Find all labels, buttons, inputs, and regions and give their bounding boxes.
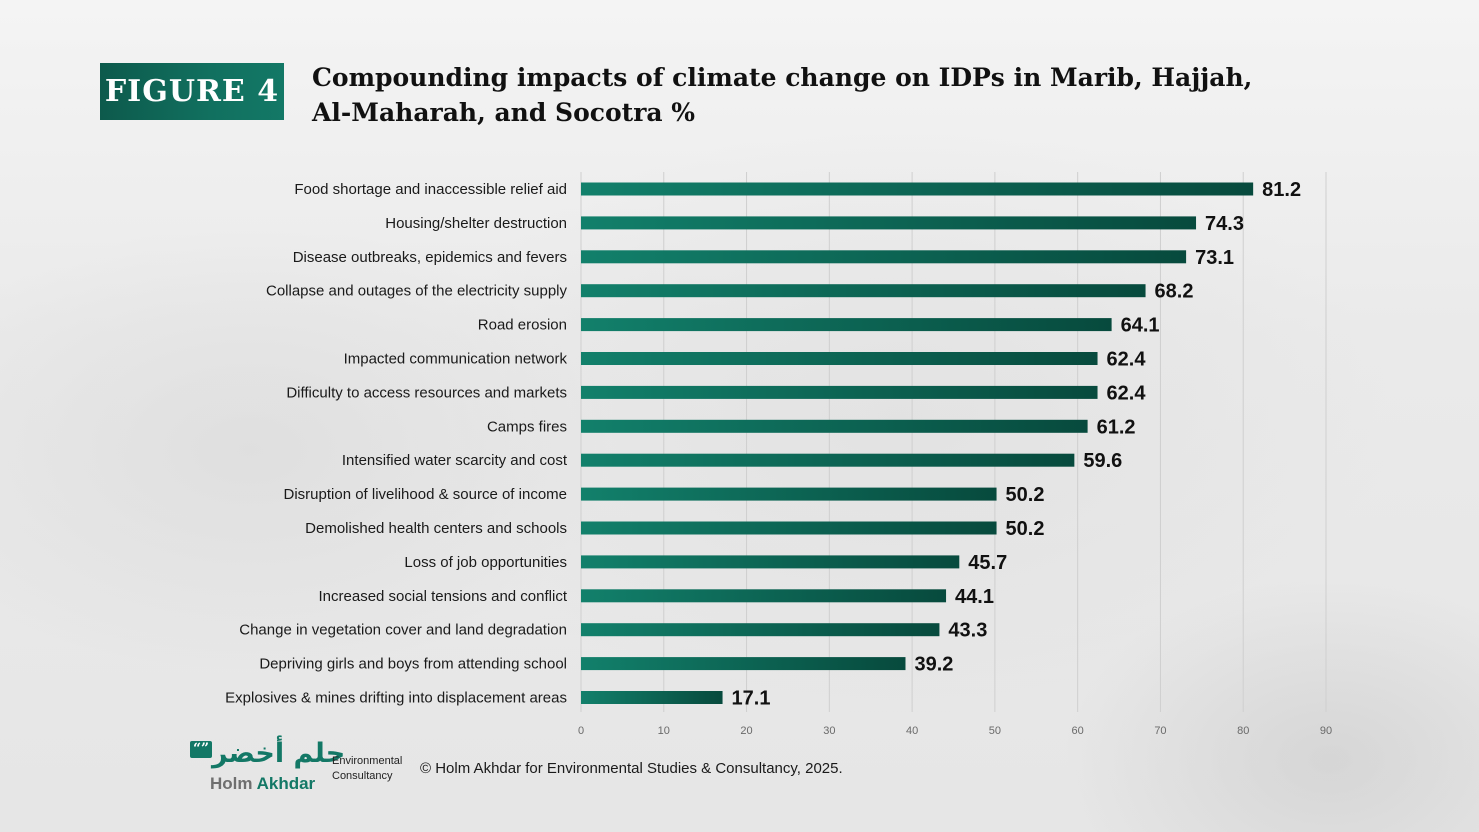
bar xyxy=(581,487,997,501)
value-label: 45.7 xyxy=(968,552,1007,574)
value-label: 17.1 xyxy=(732,688,771,710)
category-label: Road erosion xyxy=(478,317,567,334)
logo-holm: Holm xyxy=(210,774,253,793)
value-label: 68.2 xyxy=(1155,281,1194,303)
value-label: 62.4 xyxy=(1107,349,1147,371)
x-tick-label: 50 xyxy=(989,725,1001,737)
bar xyxy=(581,385,1098,399)
bar xyxy=(581,555,960,569)
bar xyxy=(581,250,1187,264)
copyright-notice: © Holm Akhdar for Environmental Studies … xyxy=(420,760,843,777)
bar xyxy=(581,216,1197,230)
bar xyxy=(581,453,1075,467)
value-label: 59.6 xyxy=(1083,450,1122,472)
value-label: 74.3 xyxy=(1205,213,1244,235)
category-label: Depriving girls and boys from attending … xyxy=(259,656,567,673)
figure-title: Compounding impacts of climate change on… xyxy=(312,63,1253,127)
value-label: 73.1 xyxy=(1195,247,1234,269)
x-tick-label: 30 xyxy=(823,725,835,737)
category-label: Change in vegetation cover and land degr… xyxy=(239,622,567,639)
category-label: Demolished health centers and schools xyxy=(305,520,567,537)
bar xyxy=(581,589,947,603)
bars: Food shortage and inaccessible relief ai… xyxy=(225,179,1301,710)
bar xyxy=(581,182,1254,196)
logo-subtitle: Environmental Consultancy xyxy=(332,754,402,784)
bar xyxy=(581,352,1098,365)
bar xyxy=(581,657,906,671)
x-tick-label: 20 xyxy=(740,725,752,737)
category-label: Explosives & mines drifting into displac… xyxy=(225,690,567,707)
logo-sub-line2: Consultancy xyxy=(332,770,393,782)
bar xyxy=(581,284,1146,298)
x-tick-label: 90 xyxy=(1320,725,1332,737)
x-tick-label: 70 xyxy=(1154,725,1166,737)
category-label: Housing/shelter destruction xyxy=(385,215,567,232)
category-label: Intensified water scarcity and cost xyxy=(342,452,568,469)
quote-bubble-icon: “” xyxy=(190,741,212,758)
bar xyxy=(581,623,940,637)
bar xyxy=(581,419,1088,433)
category-label: Difficulty to access resources and marke… xyxy=(286,384,567,401)
category-label: Collapse and outages of the electricity … xyxy=(266,283,568,300)
value-label: 61.2 xyxy=(1097,416,1136,438)
value-label: 50.2 xyxy=(1006,518,1045,540)
logo-arabic-text: حلم أخضر xyxy=(212,738,346,769)
x-tick-label: 60 xyxy=(1072,725,1084,737)
value-label: 39.2 xyxy=(914,654,953,676)
value-label: 81.2 xyxy=(1262,179,1301,201)
x-tick-label: 10 xyxy=(658,725,670,737)
category-label: Disease outbreaks, epidemics and fevers xyxy=(293,249,567,266)
value-label: 44.1 xyxy=(955,586,994,608)
category-label: Loss of job opportunities xyxy=(404,554,567,571)
category-label: Camps fires xyxy=(487,418,567,435)
logo-english-name: Holm Akhdar xyxy=(210,774,315,794)
value-label: 43.3 xyxy=(948,620,987,642)
category-label: Food shortage and inaccessible relief ai… xyxy=(294,181,567,198)
bar xyxy=(581,521,997,535)
holm-akhdar-logo: “” حلم أخضر Holm Akhdar Environmental Co… xyxy=(188,738,408,800)
x-tick-label: 80 xyxy=(1237,725,1249,737)
x-tick-label: 0 xyxy=(578,725,584,737)
logo-sub-line1: Environmental xyxy=(332,755,403,767)
value-label: 64.1 xyxy=(1121,315,1160,337)
value-label: 62.4 xyxy=(1107,382,1147,404)
category-label: Increased social tensions and conflict xyxy=(319,588,568,605)
logo-akhdar: Akhdar xyxy=(256,774,316,793)
category-label: Disruption of livelihood & source of inc… xyxy=(284,486,567,503)
bar xyxy=(581,318,1112,332)
value-label: 50.2 xyxy=(1006,484,1045,506)
category-label: Impacted communication network xyxy=(344,351,568,368)
bar xyxy=(581,691,723,704)
x-axis-ticks: 0 10 20 30 40 50 60 70 80 90 xyxy=(578,725,1332,737)
x-tick-label: 40 xyxy=(906,725,918,737)
figure-badge: FIGURE 4 xyxy=(100,63,284,120)
